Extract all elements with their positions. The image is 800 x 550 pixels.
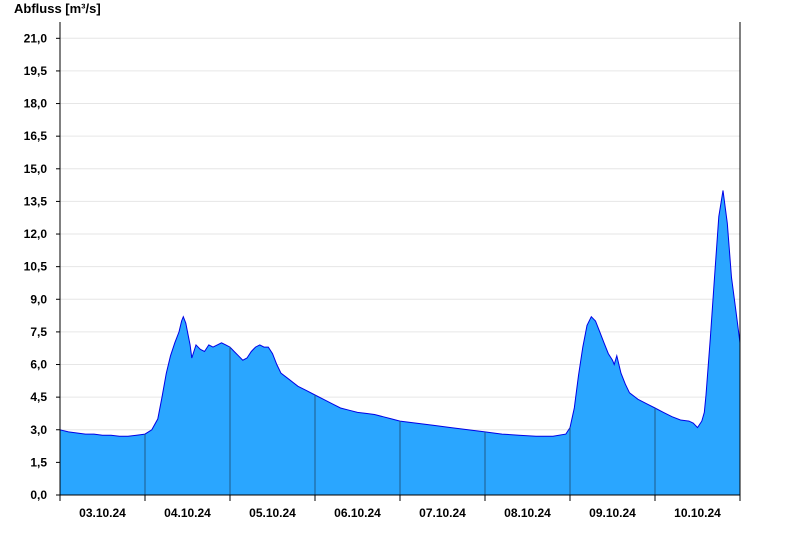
y-tick-label: 0,0 — [30, 488, 47, 502]
y-tick-label: 1,5 — [30, 455, 47, 469]
x-tick-label: 05.10.24 — [249, 506, 296, 520]
x-tick-label: 03.10.24 — [79, 506, 126, 520]
x-tick-labels: 03.10.24 04.10.24 05.10.24 06.10.24 07.10.24… — [79, 506, 721, 520]
day-separators — [144, 347, 656, 495]
y-tick-label: 16,5 — [24, 129, 48, 143]
y-tick-label: 9,0 — [30, 292, 47, 306]
y-tick-label: 15,0 — [24, 162, 48, 176]
y-tick-label: 6,0 — [30, 358, 47, 372]
x-tick-label: 09.10.24 — [589, 506, 636, 520]
y-tick-label: 13,5 — [24, 194, 48, 208]
x-tick-label: 10.10.24 — [674, 506, 721, 520]
x-tick-label: 07.10.24 — [419, 506, 466, 520]
y-tick-label: 12,0 — [24, 227, 48, 241]
x-tick-label: 04.10.24 — [164, 506, 211, 520]
y-tick-label: 3,0 — [30, 423, 47, 437]
y-tick-label: 4,5 — [30, 390, 47, 404]
y-tick-label: 7,5 — [30, 325, 47, 339]
series-line — [59, 190, 741, 437]
y-tick-label: 10,5 — [24, 260, 48, 274]
x-tick-label: 08.10.24 — [504, 506, 551, 520]
x-tick-label: 06.10.24 — [334, 506, 381, 520]
y-tick-label: 19,5 — [24, 64, 48, 78]
y-axis-label: Abfluss [m³/s] — [14, 1, 101, 16]
y-tick-label: 18,0 — [24, 97, 48, 111]
axes — [56, 22, 741, 501]
y-tick-label: 21,0 — [24, 31, 48, 45]
y-tick-labels: 0,0 1,5 3,0 4,5 6,0 7,5 9,0 10,5 12,0 13,5 15,0 16,… — [24, 31, 48, 502]
